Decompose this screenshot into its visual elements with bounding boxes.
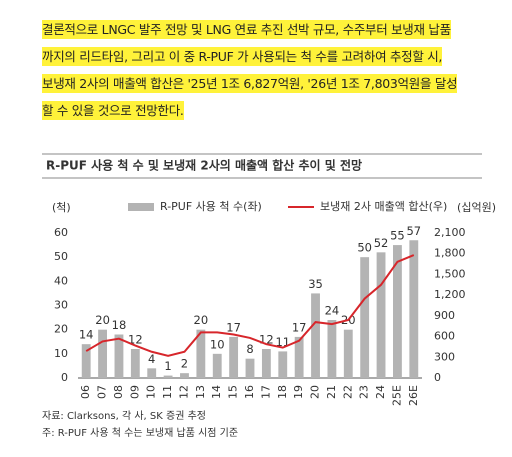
y-tick-label: 0 <box>61 371 68 384</box>
x-tick-label: 20 <box>309 385 322 399</box>
x-tick-label: 06 <box>79 385 92 399</box>
bar <box>212 353 222 378</box>
y-tick-label: 20 <box>54 323 68 336</box>
x-tick-label: 11 <box>161 385 174 399</box>
bar <box>147 368 157 378</box>
bar <box>229 336 239 378</box>
bar <box>196 329 206 378</box>
data-label: 2 <box>181 357 188 371</box>
x-tick-label: 21 <box>325 385 338 399</box>
data-label: 55 <box>390 229 405 243</box>
y2-tick-label: 300 <box>434 350 455 363</box>
bar <box>294 336 304 378</box>
x-tick-label: 07 <box>96 385 109 399</box>
bar <box>130 349 140 378</box>
y-tick-label: 10 <box>54 347 68 360</box>
bar <box>376 252 386 378</box>
data-label: 24 <box>325 304 340 318</box>
bar <box>278 351 288 378</box>
data-label: 35 <box>308 277 323 291</box>
data-label: 57 <box>406 224 421 238</box>
legend-swatch <box>128 203 154 211</box>
data-label: 18 <box>112 318 127 332</box>
data-label: 52 <box>374 236 389 250</box>
data-label: 17 <box>292 320 307 334</box>
x-tick-label: 24 <box>374 385 387 399</box>
data-label: 14 <box>79 328 94 342</box>
bar <box>327 320 337 378</box>
data-label: 10 <box>210 337 225 351</box>
data-label: 20 <box>95 313 110 327</box>
data-label: 1 <box>164 359 171 373</box>
x-tick-label: 09 <box>128 385 141 399</box>
bar <box>409 240 419 378</box>
bar <box>114 334 124 378</box>
y-tick-label: 40 <box>54 274 68 287</box>
chart-title: R-PUF 사용 척 수 및 보냉재 2사의 매출액 합산 추이 및 전망 <box>46 158 362 173</box>
y2-tick-label: 0 <box>434 371 441 384</box>
data-label: 50 <box>357 241 372 255</box>
highlight: 까지의 리드타임, 그리고 이 중 R-PUF 가 사용되는 척 수를 고려하여… <box>42 47 443 66</box>
y2-tick-label: 1,200 <box>434 288 466 301</box>
body-text: 결론적으로 LNGC 발주 전망 및 LNG 연료 추진 선박 규모, 수주부터… <box>42 16 482 124</box>
x-tick-label: 26E <box>407 385 420 406</box>
source-note: 자료: Clarksons, 각 사, SK 증권 추정 <box>42 410 206 422</box>
legend-label: 보냉재 2사 매출액 합산(우) <box>320 200 447 213</box>
highlight: 보냉재 2사의 매출액 합산은 '25년 1조 6,827억원, '26년 1조… <box>42 74 458 93</box>
data-label: 17 <box>226 320 241 334</box>
x-tick-label: 17 <box>259 385 272 399</box>
x-tick-label: 25E <box>390 385 403 406</box>
bar <box>163 375 173 378</box>
bar <box>261 349 271 378</box>
bar <box>180 373 189 378</box>
y2-tick-label: 600 <box>434 330 455 343</box>
text-line: 할 수 있을 것으로 전망한다. <box>42 97 482 124</box>
bar <box>393 245 402 378</box>
y-tick-label: 50 <box>54 250 68 263</box>
x-tick-label: 12 <box>177 385 190 399</box>
bar <box>343 329 353 378</box>
text-line: 보냉재 2사의 매출액 합산은 '25년 1조 6,827억원, '26년 1조… <box>42 70 482 97</box>
bar <box>311 293 320 378</box>
highlight: 할 수 있을 것으로 전망한다. <box>42 101 184 120</box>
x-tick-label: 23 <box>358 385 371 399</box>
x-tick-label: 08 <box>112 385 125 399</box>
data-label: 20 <box>194 313 209 327</box>
y2-tick-label: 2,100 <box>434 226 466 239</box>
x-tick-label: 15 <box>227 385 240 399</box>
legend-label: R-PUF 사용 척 수(좌) <box>160 200 262 213</box>
bar <box>245 358 255 378</box>
y-tick-label: 60 <box>54 226 68 239</box>
x-tick-label: 10 <box>145 385 158 399</box>
x-tick-label: 16 <box>243 385 256 399</box>
data-label: 8 <box>246 342 253 356</box>
y-tick-label: 30 <box>54 299 68 312</box>
text-line: 까지의 리드타임, 그리고 이 중 R-PUF 가 사용되는 척 수를 고려하여… <box>42 43 482 70</box>
data-label: 4 <box>148 352 155 366</box>
x-tick-label: 14 <box>210 385 223 399</box>
x-tick-label: 18 <box>276 385 289 399</box>
y2-axis-label: (십억원) <box>457 201 496 214</box>
y2-tick-label: 900 <box>434 309 455 322</box>
footnote: 주: R-PUF 사용 척 수는 보냉재 납품 시점 기준 <box>42 427 238 439</box>
x-tick-label: 22 <box>341 385 354 399</box>
y2-tick-label: 1,500 <box>434 267 466 280</box>
x-tick-label: 19 <box>292 385 305 399</box>
x-tick-label: 13 <box>194 385 207 399</box>
bar <box>81 344 91 378</box>
line <box>85 254 415 357</box>
bar <box>98 329 107 378</box>
highlight: 결론적으로 LNGC 발주 전망 및 LNG 연료 추진 선박 규모, 수주부터… <box>42 20 451 39</box>
text-line: 결론적으로 LNGC 발주 전망 및 LNG 연료 추진 선박 규모, 수주부터… <box>42 16 482 43</box>
bar <box>360 257 370 378</box>
y2-tick-label: 1,800 <box>434 247 466 260</box>
y-axis-label: (척) <box>52 201 71 214</box>
